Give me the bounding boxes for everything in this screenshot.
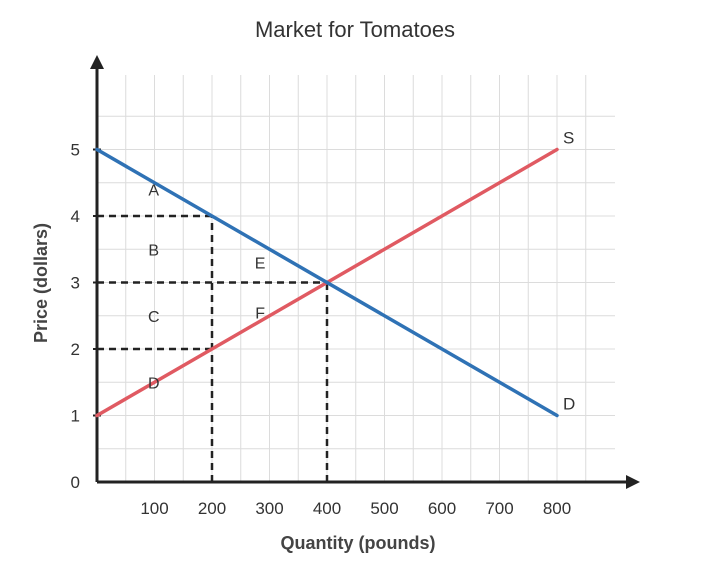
y-tick-label: 0	[71, 473, 80, 492]
y-tick-labels: 0 1 2 3 4 5	[71, 141, 80, 493]
x-tick-label: 100	[140, 499, 168, 518]
chart-title: Market for Tomatoes	[255, 17, 455, 42]
area-label-e: E	[255, 256, 266, 273]
y-tick-label: 5	[71, 141, 80, 160]
curve-labels: SD	[563, 129, 575, 414]
area-label-a: A	[148, 182, 159, 199]
x-tick-labels: 100 200 300 400 500 600 700 800	[140, 499, 571, 518]
x-tick-label: 300	[255, 499, 283, 518]
x-axis-label: Quantity (pounds)	[281, 533, 436, 553]
x-tick-label: 400	[313, 499, 341, 518]
x-tick-label: 200	[198, 499, 226, 518]
x-tick-label: 500	[370, 499, 398, 518]
x-tick-label: 600	[428, 499, 456, 518]
y-tick-label: 3	[71, 274, 80, 293]
demand-line	[95, 147, 559, 418]
y-tick-label: 4	[71, 207, 80, 226]
y-axis-label: Price (dollars)	[31, 223, 51, 343]
supply-curve-label: S	[563, 129, 574, 148]
y-tick-label: 2	[71, 340, 80, 359]
area-label-c: C	[148, 309, 160, 326]
series-lines	[95, 147, 559, 418]
gridlines	[97, 75, 615, 482]
demand-curve-label: D	[563, 395, 575, 414]
x-axis-arrow	[626, 475, 640, 489]
area-labels: A B C D E F	[148, 182, 265, 392]
area-label-d: D	[148, 375, 160, 392]
area-label-b: B	[148, 242, 159, 259]
x-tick-label: 800	[543, 499, 571, 518]
y-axis-arrow	[90, 55, 104, 69]
area-label-f: F	[255, 305, 265, 322]
x-tick-label: 700	[485, 499, 513, 518]
y-tick-label: 1	[71, 407, 80, 426]
